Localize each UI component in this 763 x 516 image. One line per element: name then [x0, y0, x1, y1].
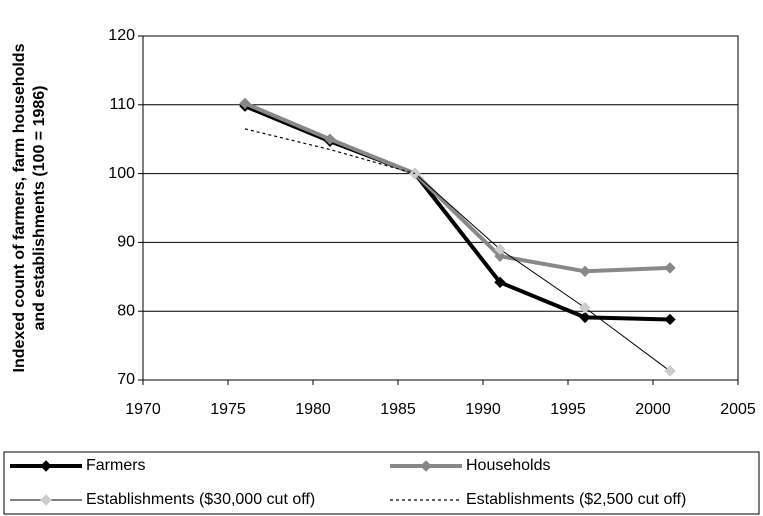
x-tick-label: 2000 [635, 401, 671, 418]
x-tick-label: 1985 [380, 401, 416, 418]
legend-marker [40, 494, 52, 506]
y-label-line: Indexed count of farmers, farm household… [11, 43, 28, 372]
y-axis-label: Indexed count of farmers, farm household… [11, 43, 48, 372]
x-tick-label: 1980 [295, 401, 331, 418]
y-label-line: and establishments (100 = 1986) [31, 86, 48, 331]
y-tick-label: 80 [117, 302, 135, 319]
x-tick-label: 2005 [720, 401, 756, 418]
data-point [494, 276, 506, 289]
series-line [244, 128, 416, 175]
data-point [664, 262, 676, 274]
legend-label: Households [466, 457, 551, 474]
legend-label: Establishments ($30,000 cut off) [86, 491, 315, 508]
y-tick-label: 90 [117, 234, 135, 251]
x-tick-label: 1970 [125, 401, 161, 418]
x-tick-label: 1990 [465, 401, 501, 418]
data-point [579, 311, 591, 324]
data-point [579, 302, 591, 314]
data-point [494, 250, 506, 262]
y-tick-label: 120 [108, 27, 135, 44]
x-tick-label: 1975 [210, 401, 246, 418]
data-point [664, 365, 676, 377]
y-tick-label: 100 [108, 165, 135, 182]
data-point [579, 265, 591, 278]
legend-label: Establishments ($2,500 cut off) [466, 491, 686, 508]
legend-box [3, 451, 760, 515]
data-point [664, 313, 676, 326]
data-point [494, 243, 506, 255]
legend-marker [420, 460, 432, 472]
series-line [414, 173, 671, 372]
data-point [239, 97, 251, 110]
legend-label: Farmers [86, 457, 146, 474]
series-line [244, 101, 671, 274]
data-point [324, 133, 336, 145]
legend-marker [40, 460, 52, 472]
y-tick-label: 70 [117, 371, 135, 388]
y-tick-label: 110 [109, 96, 135, 113]
x-tick-label: 1995 [550, 401, 586, 418]
